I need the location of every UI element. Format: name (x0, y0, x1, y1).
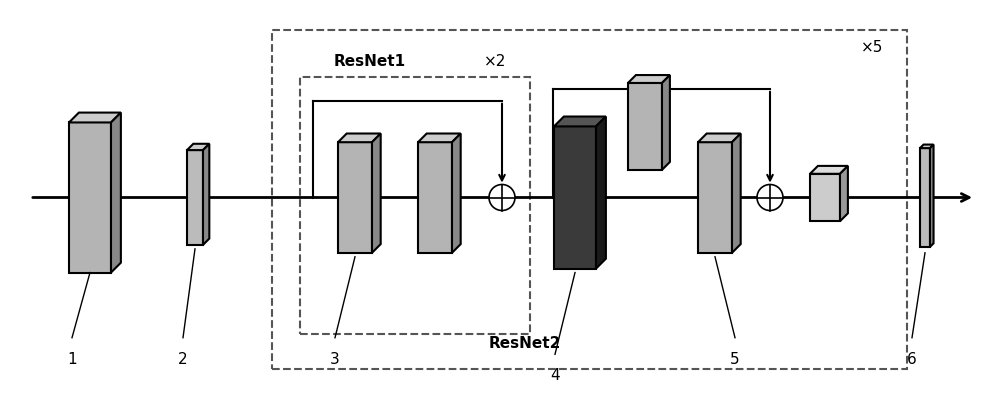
Polygon shape (69, 113, 121, 122)
Text: 5: 5 (730, 352, 740, 367)
Polygon shape (418, 142, 452, 253)
Polygon shape (628, 75, 670, 83)
Text: ResNet1: ResNet1 (334, 54, 406, 69)
Polygon shape (662, 75, 670, 170)
Polygon shape (372, 134, 381, 253)
Polygon shape (69, 122, 111, 273)
Polygon shape (111, 113, 121, 273)
Text: ×5: ×5 (861, 40, 883, 55)
Polygon shape (732, 134, 741, 253)
Polygon shape (920, 145, 934, 148)
Polygon shape (596, 117, 606, 269)
Ellipse shape (489, 184, 515, 211)
Text: ResNet2: ResNet2 (489, 336, 561, 351)
Polygon shape (452, 134, 461, 253)
Text: 6: 6 (907, 352, 917, 367)
Bar (272, 30, 907, 369)
Polygon shape (187, 150, 203, 245)
Polygon shape (810, 166, 848, 174)
Text: 4: 4 (550, 368, 560, 383)
Polygon shape (554, 126, 596, 269)
Polygon shape (930, 145, 934, 247)
Text: 1: 1 (67, 352, 77, 367)
Polygon shape (338, 142, 372, 253)
Polygon shape (628, 83, 662, 170)
Polygon shape (418, 134, 461, 142)
Text: 3: 3 (330, 352, 340, 367)
Polygon shape (698, 142, 732, 253)
Polygon shape (338, 134, 381, 142)
Polygon shape (203, 144, 209, 245)
Text: ×2: ×2 (484, 54, 506, 69)
Polygon shape (840, 166, 848, 221)
Polygon shape (810, 174, 840, 221)
Polygon shape (554, 117, 606, 126)
Bar (300, 77, 530, 334)
Polygon shape (187, 144, 209, 150)
Ellipse shape (757, 184, 783, 211)
Polygon shape (698, 134, 741, 142)
Polygon shape (920, 148, 930, 247)
Text: 2: 2 (178, 352, 188, 367)
